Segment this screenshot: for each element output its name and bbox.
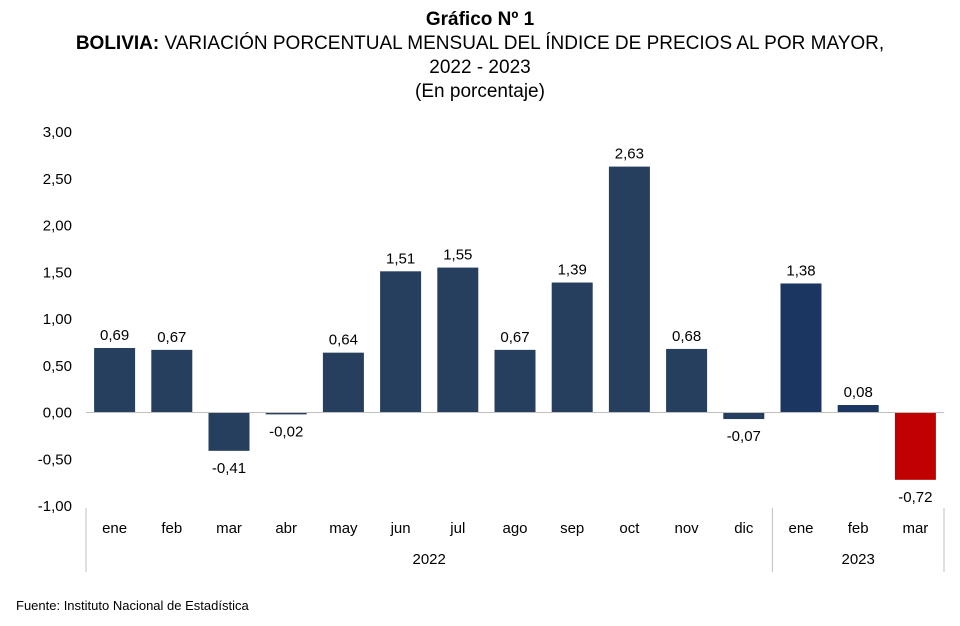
bar <box>151 349 193 413</box>
bar <box>666 348 708 413</box>
figure-number: Gráfico Nº 1 <box>425 9 535 30</box>
data-label: 0,64 <box>329 332 358 349</box>
x-tick-label: jul <box>449 520 465 537</box>
bar <box>265 412 307 415</box>
bar <box>437 267 479 413</box>
y-tick-label: 2,50 <box>43 171 72 188</box>
data-label: 2,63 <box>615 146 644 163</box>
source-note: Fuente: Instituto Nacional de Estadístic… <box>16 598 249 613</box>
x-tick-label: mar <box>902 520 928 537</box>
bar <box>837 405 879 413</box>
chart-subtitle: (En porcentaje) <box>415 81 545 102</box>
x-tick-label: nov <box>675 520 700 537</box>
y-tick-label: 1,50 <box>43 264 72 281</box>
data-label: 1,39 <box>558 262 587 279</box>
x-tick-label: ene <box>102 520 127 537</box>
x-tick-label: abr <box>275 520 297 537</box>
bar <box>780 283 822 413</box>
chart-title: BOLIVIA: VARIACIÓN PORCENTUAL MENSUAL DE… <box>0 32 960 56</box>
data-label: 0,68 <box>672 328 701 345</box>
x-group-label: 2022 <box>413 551 446 568</box>
data-label: -0,72 <box>898 489 932 506</box>
data-label: 1,55 <box>443 247 472 264</box>
chart-titles: Gráfico Nº 1 BOLIVIA: VARIACIÓN PORCENTU… <box>0 8 960 104</box>
data-label: -0,07 <box>727 428 761 445</box>
y-tick-label: -0,50 <box>38 451 72 468</box>
x-tick-label: jun <box>390 520 411 537</box>
x-tick-label: oct <box>619 520 640 537</box>
y-tick-label: 3,00 <box>43 124 72 141</box>
bar <box>723 412 765 420</box>
bar <box>551 282 593 413</box>
data-label: -0,41 <box>212 460 246 477</box>
x-tick-label: dic <box>734 520 754 537</box>
y-tick-label: 0,50 <box>43 358 72 375</box>
bar <box>380 271 422 413</box>
data-label: 0,67 <box>500 329 529 346</box>
y-tick-label: 1,00 <box>43 311 72 328</box>
bar <box>94 347 136 413</box>
bar <box>494 349 536 413</box>
y-tick-label: 2,00 <box>43 218 72 235</box>
x-tick-label: feb <box>848 520 869 537</box>
bar <box>894 412 936 480</box>
data-label: -0,02 <box>269 423 303 440</box>
chart-title-years: 2022 - 2023 <box>429 57 531 78</box>
data-label: 0,69 <box>100 327 129 344</box>
data-label: 0,67 <box>157 329 186 346</box>
y-tick-label: 0,00 <box>43 405 72 422</box>
x-tick-label: may <box>329 520 358 537</box>
chart-title-text: VARIACIÓN PORCENTUAL MENSUAL DEL ÍNDICE … <box>164 33 885 54</box>
x-tick-label: ago <box>502 520 527 537</box>
data-label: 1,51 <box>386 250 415 267</box>
chart-title-country: BOLIVIA: <box>75 33 160 54</box>
y-tick-label: -1,00 <box>38 498 72 515</box>
x-group-label: 2023 <box>842 551 875 568</box>
data-label: 1,38 <box>786 262 815 279</box>
x-tick-label: sep <box>560 520 584 537</box>
bar <box>322 352 364 413</box>
x-tick-label: feb <box>161 520 182 537</box>
x-tick-label: ene <box>788 520 813 537</box>
data-label: 0,08 <box>844 384 873 401</box>
bar <box>608 166 650 413</box>
bar <box>208 412 250 451</box>
x-tick-label: mar <box>216 520 242 537</box>
